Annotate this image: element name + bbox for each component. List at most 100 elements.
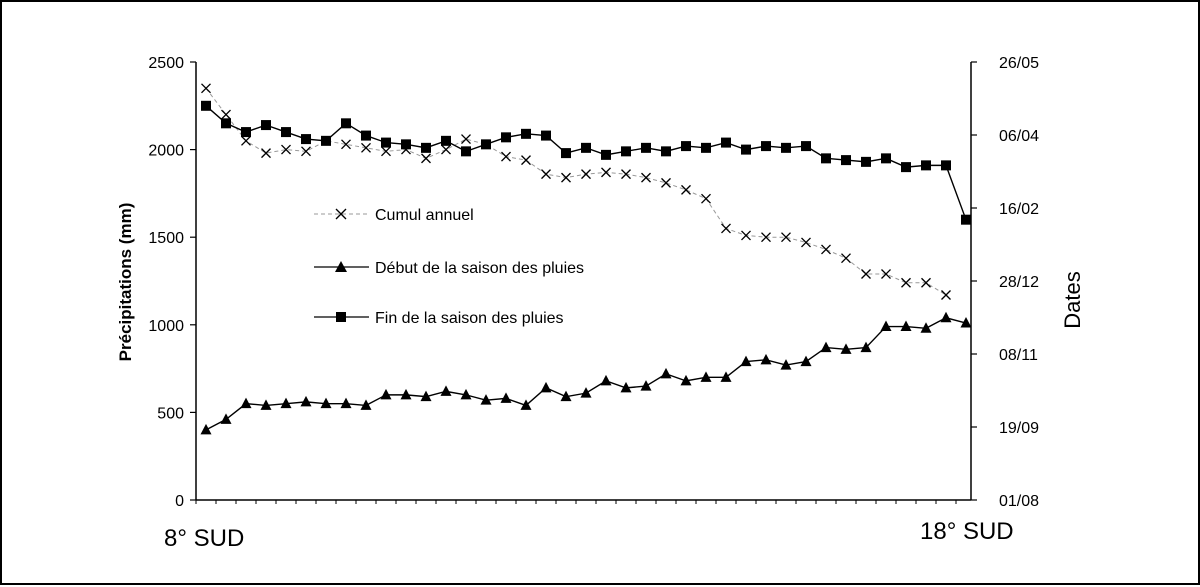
data-point-x bbox=[541, 169, 551, 180]
data-point-x bbox=[441, 144, 451, 155]
series-1 bbox=[200, 311, 972, 435]
data-point-square bbox=[821, 153, 831, 164]
data-point-triangle bbox=[560, 390, 572, 402]
data-point-square bbox=[321, 135, 331, 146]
data-point-square bbox=[221, 118, 231, 129]
data-point-square bbox=[581, 142, 591, 153]
data-point-triangle bbox=[540, 381, 552, 393]
y2-axis-title: Dates bbox=[1060, 271, 1085, 328]
data-point-x bbox=[661, 177, 671, 188]
data-point-x bbox=[221, 109, 231, 120]
data-point-square bbox=[621, 146, 631, 157]
data-point-x bbox=[261, 148, 271, 159]
y2-tick-label: 01/08 bbox=[999, 493, 1039, 510]
data-point-square bbox=[881, 153, 891, 164]
data-point-triangle bbox=[400, 388, 412, 400]
x-end-label: 18° SUD bbox=[920, 518, 1014, 545]
data-point-x bbox=[761, 232, 771, 243]
data-point-square bbox=[481, 139, 491, 150]
data-point-x bbox=[701, 193, 711, 204]
data-point-x bbox=[781, 232, 791, 243]
legend-label-debut: Début de la saison des pluies bbox=[375, 260, 584, 277]
data-point-triangle bbox=[640, 380, 652, 391]
data-point-triangle bbox=[700, 371, 712, 382]
data-point-triangle bbox=[580, 387, 592, 398]
data-point-x bbox=[421, 153, 431, 164]
data-point-square bbox=[861, 156, 871, 167]
data-point-triangle bbox=[820, 341, 832, 353]
data-point-triangle bbox=[940, 311, 952, 323]
data-point-x bbox=[581, 169, 591, 180]
data-point-x bbox=[381, 146, 391, 157]
data-point-x bbox=[621, 169, 631, 180]
legend-marker-square-icon bbox=[336, 312, 346, 322]
data-point-triangle bbox=[900, 320, 912, 332]
data-point-square bbox=[461, 146, 471, 157]
data-point-x bbox=[461, 134, 471, 145]
data-point-triangle bbox=[780, 359, 792, 370]
data-point-triangle bbox=[840, 343, 852, 354]
data-point-x bbox=[881, 269, 891, 279]
data-point-triangle bbox=[340, 397, 352, 409]
data-point-triangle bbox=[200, 423, 212, 435]
data-point-triangle bbox=[360, 399, 372, 410]
data-point-square bbox=[961, 214, 971, 225]
y2-tick-label: 08/11 bbox=[999, 347, 1038, 364]
data-point-triangle bbox=[760, 353, 772, 365]
y-tick-label: 2500 bbox=[148, 55, 184, 72]
y-tick-label: 0 bbox=[175, 493, 184, 510]
data-point-x bbox=[861, 269, 871, 279]
legend-marker-triangle-icon bbox=[335, 261, 347, 272]
data-point-x bbox=[301, 146, 311, 157]
data-point-x bbox=[681, 184, 691, 195]
data-point-triangle bbox=[680, 374, 692, 386]
data-point-square bbox=[521, 128, 531, 139]
data-point-square bbox=[761, 141, 771, 152]
y-tick-label: 500 bbox=[157, 405, 184, 422]
data-point-x bbox=[561, 172, 571, 183]
data-point-square bbox=[661, 146, 671, 157]
data-point-triangle bbox=[280, 397, 292, 409]
data-point-square bbox=[201, 100, 211, 111]
data-point-x bbox=[201, 83, 211, 94]
data-point-x bbox=[341, 139, 351, 150]
data-point-square bbox=[781, 142, 791, 153]
data-point-x bbox=[281, 144, 291, 155]
data-point-triangle bbox=[960, 317, 972, 328]
data-point-triangle bbox=[500, 392, 512, 403]
data-point-square bbox=[341, 118, 351, 129]
y2-tick-label: 06/04 bbox=[999, 128, 1039, 145]
series-0 bbox=[201, 83, 951, 300]
y-axis-title: Précipitations (mm) bbox=[116, 203, 135, 362]
data-point-triangle bbox=[920, 322, 932, 333]
x-start-label: 8° SUD bbox=[164, 525, 244, 552]
data-point-x bbox=[501, 151, 511, 162]
data-point-x bbox=[601, 167, 611, 178]
data-point-triangle bbox=[260, 399, 272, 410]
data-point-x bbox=[641, 172, 651, 183]
legend-label-cumul: Cumul annuel bbox=[375, 207, 474, 224]
data-point-triangle bbox=[220, 413, 232, 424]
data-point-square bbox=[641, 142, 651, 153]
legend-item-debut: Début de la saison des pluies bbox=[314, 260, 584, 277]
y2-tick-label: 26/05 bbox=[999, 55, 1039, 72]
data-point-square bbox=[261, 120, 271, 131]
data-point-triangle bbox=[620, 381, 632, 393]
y-tick-label: 1000 bbox=[148, 318, 184, 335]
data-point-square bbox=[901, 162, 911, 173]
data-point-x bbox=[241, 135, 251, 146]
y2-tick-label: 19/09 bbox=[999, 420, 1039, 437]
data-point-triangle bbox=[720, 371, 732, 382]
data-point-triangle bbox=[600, 374, 612, 386]
legend-item-cumul: Cumul annuel bbox=[314, 207, 474, 224]
data-point-square bbox=[361, 130, 371, 141]
data-point-square bbox=[561, 148, 571, 159]
series-line bbox=[205, 317, 967, 431]
data-point-square bbox=[681, 141, 691, 152]
data-point-square bbox=[281, 127, 291, 138]
data-point-square bbox=[741, 144, 751, 155]
data-point-triangle bbox=[740, 355, 752, 367]
y2-tick-label: 28/12 bbox=[999, 274, 1039, 291]
